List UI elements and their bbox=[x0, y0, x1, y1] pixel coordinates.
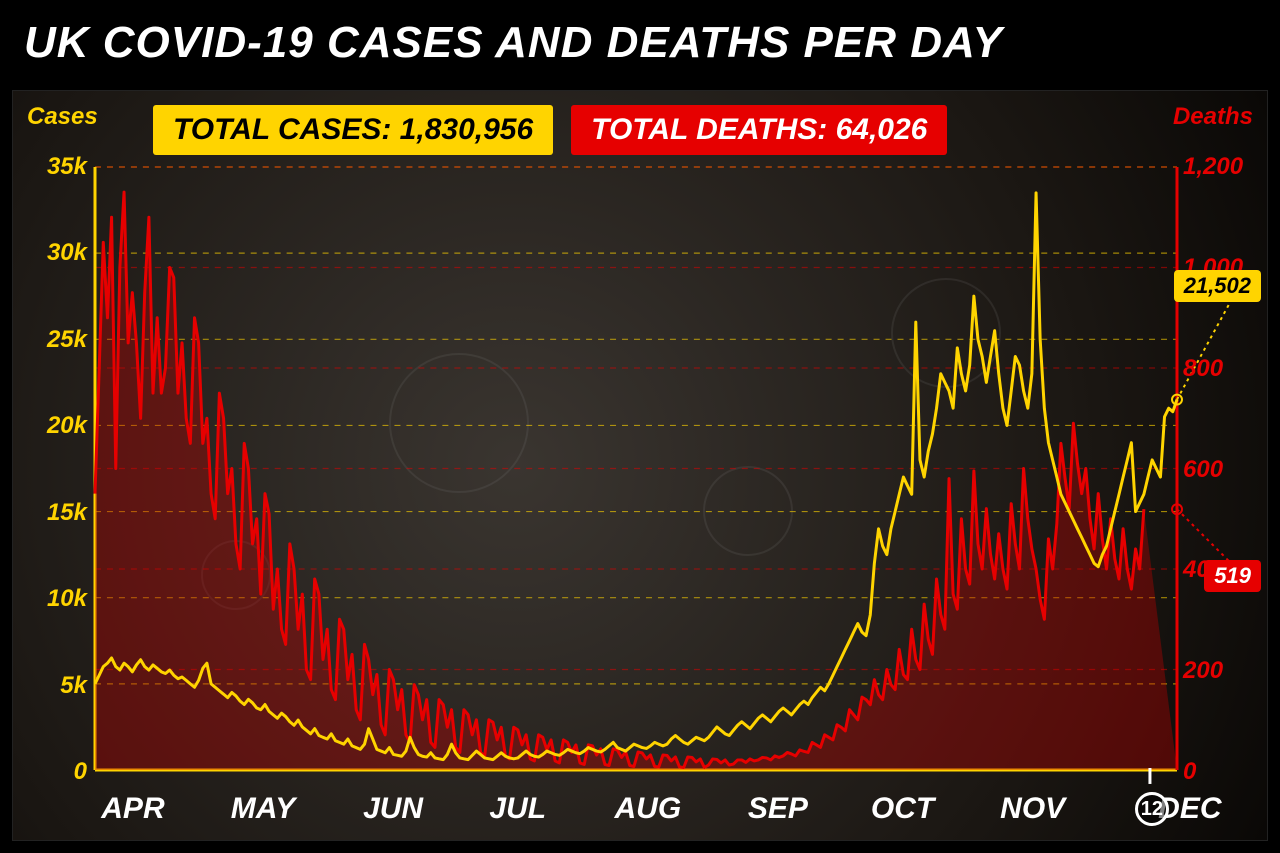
left-tick: 35k bbox=[27, 153, 87, 181]
month-label: AUG bbox=[614, 792, 681, 826]
month-label: NOV bbox=[1000, 792, 1065, 826]
plot-area bbox=[95, 167, 1177, 770]
left-axis-label: Cases bbox=[27, 103, 98, 131]
left-tick: 0 bbox=[27, 758, 87, 786]
right-tick: 0 bbox=[1183, 758, 1253, 786]
left-tick: 5k bbox=[27, 672, 87, 700]
right-tick: 800 bbox=[1183, 355, 1253, 383]
right-tick: 600 bbox=[1183, 456, 1253, 484]
month-label: JUN bbox=[363, 792, 423, 826]
page-title: UK COVID-19 CASES AND DEATHS PER DAY bbox=[0, 0, 1280, 82]
left-tick: 15k bbox=[27, 499, 87, 527]
total-deaths-badge: TOTAL DEATHS: 64,026 bbox=[571, 105, 947, 155]
cases-end-label: 21,502 bbox=[1174, 270, 1261, 302]
left-tick: 10k bbox=[27, 585, 87, 613]
left-tick: 20k bbox=[27, 412, 87, 440]
right-tick: 200 bbox=[1183, 657, 1253, 685]
month-label: OCT bbox=[871, 792, 934, 826]
left-tick: 25k bbox=[27, 326, 87, 354]
month-label: APR bbox=[101, 792, 164, 826]
deaths-end-label: 519 bbox=[1204, 560, 1261, 592]
month-label: JUL bbox=[489, 792, 546, 826]
chart-svg bbox=[95, 167, 1177, 770]
left-tick: 30k bbox=[27, 239, 87, 267]
month-label: SEP bbox=[748, 792, 808, 826]
date-marker: 12 bbox=[1135, 792, 1169, 826]
total-cases-badge: TOTAL CASES: 1,830,956 bbox=[153, 105, 553, 155]
totals-badges: TOTAL CASES: 1,830,956 TOTAL DEATHS: 64,… bbox=[153, 105, 947, 155]
right-axis-label: Deaths bbox=[1173, 103, 1253, 131]
right-tick: 1,200 bbox=[1183, 153, 1253, 181]
chart-container: Cases Deaths TOTAL CASES: 1,830,956 TOTA… bbox=[12, 90, 1268, 841]
month-label: MAY bbox=[231, 792, 295, 826]
